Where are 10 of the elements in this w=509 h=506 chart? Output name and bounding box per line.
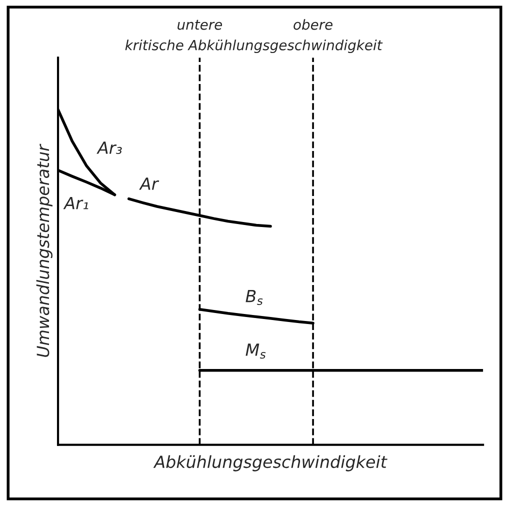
text: untere [178, 20, 222, 30]
series-label: M$_{s}$ [246, 344, 266, 359]
series-label: Ar [139, 178, 160, 190]
series-label: Ar₃ [96, 142, 122, 154]
text: kritische Abkühlungsgeschwindigkeit [125, 40, 383, 54]
x-axis-title: Abkühlungsgeschwindigkeit [153, 455, 388, 472]
text: obere [294, 19, 332, 30]
y-axis-title: Umwandlungstemperatur [36, 144, 52, 357]
series-label: B$_{s}$ [246, 290, 263, 306]
series-label: Ar₁ [63, 196, 88, 210]
